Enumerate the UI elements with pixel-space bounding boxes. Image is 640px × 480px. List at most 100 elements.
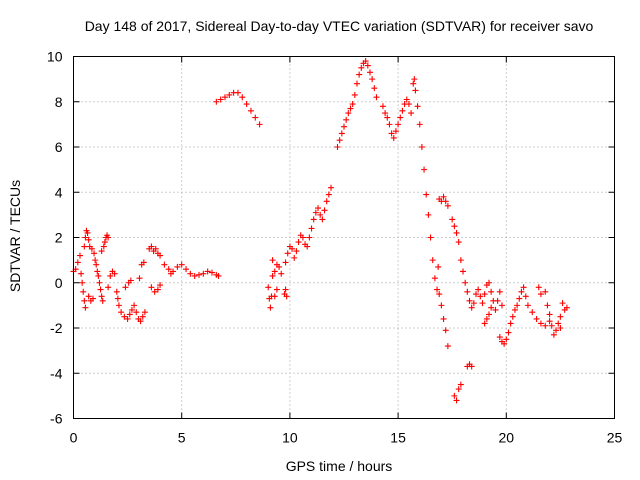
data-point [105, 234, 112, 241]
data-point [546, 311, 553, 318]
data-point [113, 288, 120, 295]
data-point [435, 263, 442, 270]
data-point [444, 343, 451, 350]
data-point [213, 98, 220, 105]
data-point [89, 295, 96, 302]
data-point [93, 261, 100, 268]
data-point [304, 243, 311, 250]
data-point [161, 261, 168, 268]
data-point [509, 313, 516, 320]
data-point [382, 110, 389, 117]
data-point [405, 101, 412, 108]
data-point [200, 270, 207, 277]
data-point [403, 96, 410, 103]
data-point [514, 302, 521, 309]
data-point [74, 259, 81, 266]
plot-frame [73, 56, 615, 419]
x-tick-label: 10 [282, 430, 298, 446]
data-point [440, 193, 447, 200]
x-axis-label: GPS time / hours [286, 458, 393, 474]
y-tick-label: -2 [50, 320, 63, 336]
data-point [308, 225, 315, 232]
data-point [388, 130, 395, 137]
data-point [449, 216, 456, 223]
data-point [520, 284, 527, 291]
data-point [256, 121, 263, 128]
data-point [289, 245, 296, 252]
data-point [379, 103, 386, 110]
data-point [265, 284, 272, 291]
data-point [291, 254, 298, 261]
y-tick-labels: -6 -4 -2 0 2 4 6 8 10 [47, 49, 63, 427]
data-point [148, 284, 155, 291]
data-point [82, 234, 89, 241]
y-tick-label: -4 [50, 365, 63, 381]
y-tick-label: 4 [55, 184, 63, 200]
data-point [141, 309, 148, 316]
data-point [247, 107, 254, 114]
data-point [174, 263, 181, 270]
data-point [384, 114, 391, 121]
data-point [84, 229, 91, 236]
data-point [131, 302, 138, 309]
data-point [555, 320, 562, 327]
data-point [475, 286, 482, 293]
data-point [126, 311, 133, 318]
data-point [563, 304, 570, 311]
data-point [295, 239, 302, 246]
data-point [524, 302, 531, 309]
data-point [273, 286, 280, 293]
data-point [140, 259, 147, 266]
data-point [336, 137, 343, 144]
data-point [284, 250, 291, 257]
data-point [557, 313, 564, 320]
data-point [85, 293, 92, 300]
data-point [278, 270, 285, 277]
data-point [341, 123, 347, 130]
data-point [317, 211, 324, 218]
data-point [306, 234, 313, 241]
data-point [421, 166, 428, 173]
data-point [511, 306, 518, 313]
data-point [416, 121, 423, 128]
data-point [414, 103, 421, 110]
data-point [139, 313, 146, 320]
data-point [358, 64, 365, 71]
data-point [334, 144, 341, 150]
x-tick-label: 15 [390, 430, 406, 446]
data-point [157, 282, 164, 289]
data-point [96, 279, 103, 286]
data-point [492, 306, 499, 313]
data-point [557, 325, 564, 331]
data-point [137, 318, 144, 325]
data-points [70, 58, 570, 404]
data-point [299, 234, 306, 241]
data-point [338, 130, 345, 137]
data-point [373, 94, 380, 101]
data-point [221, 94, 228, 101]
data-point [460, 268, 467, 275]
data-point [544, 302, 551, 309]
data-point [457, 257, 464, 264]
data-point [269, 272, 276, 279]
data-point [343, 116, 350, 123]
data-point [468, 304, 475, 311]
data-point [559, 300, 566, 307]
data-point [423, 191, 430, 198]
data-point [466, 297, 473, 304]
data-point [488, 304, 495, 311]
data-point [408, 110, 415, 117]
data-point [276, 263, 283, 270]
data-point [390, 134, 397, 141]
data-point [425, 211, 432, 218]
data-point [226, 91, 233, 98]
grid [73, 56, 615, 419]
data-point [94, 268, 101, 275]
data-point [399, 107, 406, 114]
data-point [347, 105, 354, 112]
data-point [522, 293, 529, 300]
data-point [362, 58, 369, 65]
data-point [95, 272, 102, 279]
data-point [98, 248, 105, 255]
